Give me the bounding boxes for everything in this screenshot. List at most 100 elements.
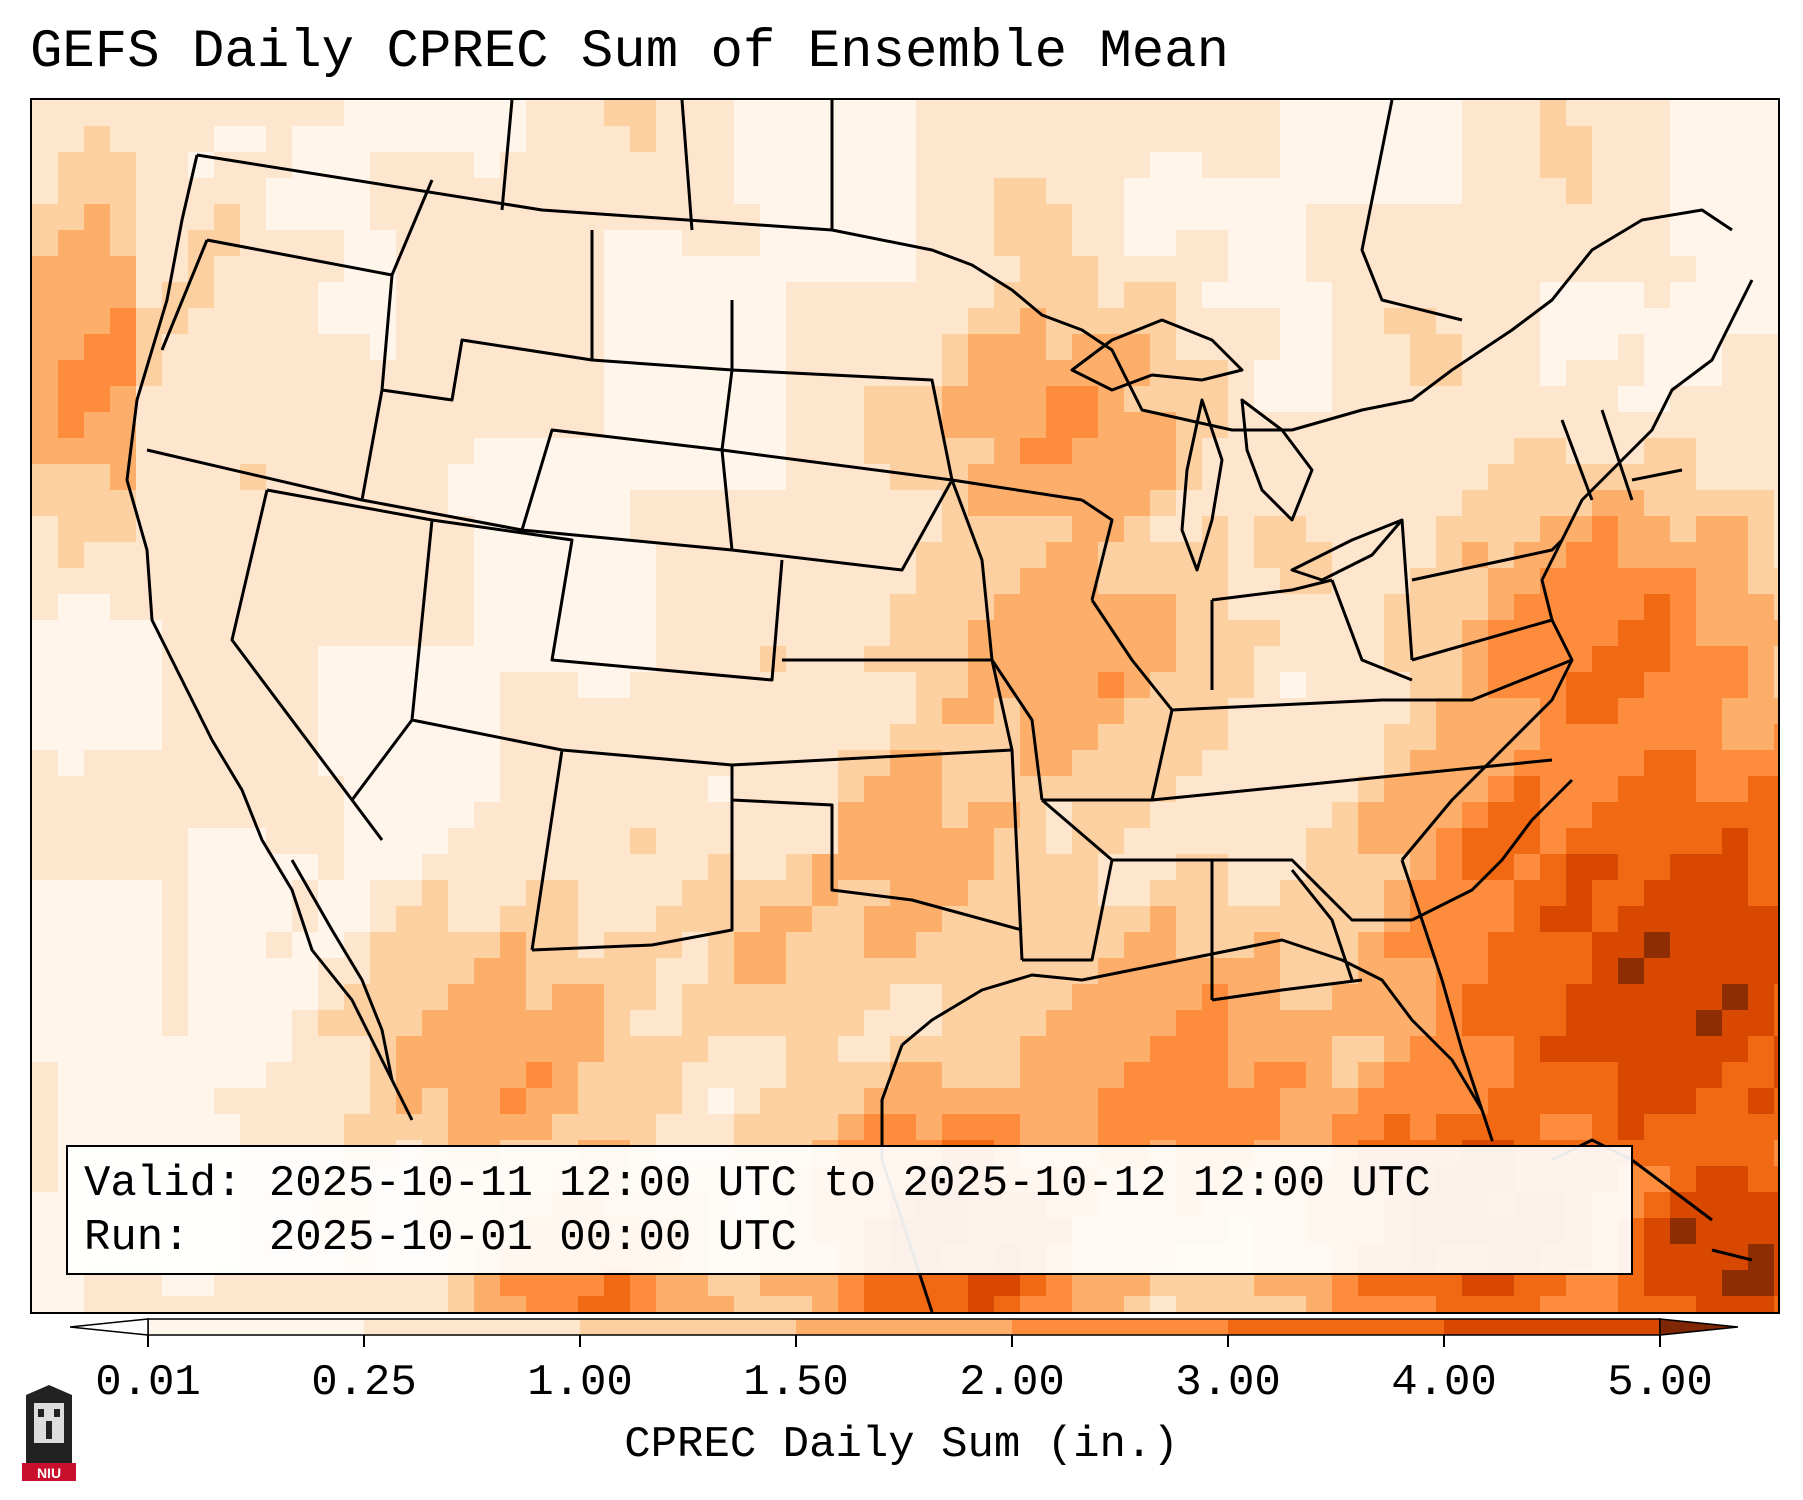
field-cell <box>136 1036 163 1063</box>
field-cell <box>812 568 839 595</box>
field-cell <box>1618 1114 1645 1141</box>
field-cell <box>1280 672 1307 699</box>
field-cell <box>1722 490 1749 517</box>
field-cell <box>448 802 475 829</box>
field-cell <box>630 854 657 881</box>
field-cell <box>1618 542 1645 569</box>
field-cell <box>1644 594 1671 621</box>
field-cell <box>1722 724 1749 751</box>
field-cell <box>864 698 891 725</box>
field-cell <box>1176 1062 1203 1089</box>
field-cell <box>110 542 137 569</box>
field-cell <box>682 386 709 413</box>
field-cell <box>578 594 605 621</box>
field-cell <box>162 360 189 387</box>
field-cell <box>812 1296 839 1312</box>
field-cell <box>1566 308 1593 335</box>
field-cell <box>58 620 85 647</box>
state-lines <box>146 179 1683 1002</box>
field-cell <box>604 568 631 595</box>
field-cell <box>656 542 683 569</box>
us-canada-border <box>196 153 1733 432</box>
field-cell <box>968 1114 995 1141</box>
field-cell <box>734 1114 761 1141</box>
field-cell <box>1644 1140 1671 1167</box>
field-cell <box>1540 230 1567 257</box>
field-cell <box>1202 958 1229 985</box>
field-cell <box>1150 386 1177 413</box>
field-cell <box>994 542 1021 569</box>
field-cell <box>682 282 709 309</box>
field-cell <box>1540 204 1567 231</box>
field-cell <box>1722 386 1749 413</box>
field-cell <box>1540 1088 1567 1115</box>
field-cell <box>1670 854 1697 881</box>
field-cell <box>1540 854 1567 881</box>
field-cell <box>1488 516 1515 543</box>
field-cell <box>110 516 137 543</box>
field-cell <box>58 490 85 517</box>
field-cell <box>968 1296 995 1312</box>
field-cell <box>1176 620 1203 647</box>
field-cell <box>1124 256 1151 283</box>
field-cell <box>240 308 267 335</box>
field-cell <box>656 152 683 179</box>
field-cell <box>1020 1296 1047 1312</box>
field-cell <box>1618 672 1645 699</box>
field-cell <box>812 1010 839 1037</box>
field-cell <box>1488 100 1515 127</box>
field-cell <box>630 334 657 361</box>
field-cell <box>1774 672 1778 699</box>
field-cell <box>448 1114 475 1141</box>
field-cell <box>578 360 605 387</box>
field-cell <box>1150 542 1177 569</box>
field-cell <box>1436 126 1463 153</box>
field-cell <box>1774 386 1778 413</box>
field-cell <box>84 412 111 439</box>
field-cell <box>344 672 371 699</box>
field-cell <box>1592 1296 1619 1312</box>
field-cell <box>422 282 449 309</box>
field-cell <box>214 698 241 725</box>
field-cell <box>942 932 969 959</box>
field-cell <box>1722 1114 1749 1141</box>
field-cell <box>214 334 241 361</box>
field-cell <box>864 984 891 1011</box>
field-cell <box>1644 672 1671 699</box>
field-cell <box>1202 906 1229 933</box>
field-cell <box>58 568 85 595</box>
field-cell <box>1618 698 1645 725</box>
field-cell <box>1150 568 1177 595</box>
field-cell <box>1722 1166 1749 1193</box>
field-cell <box>1670 490 1697 517</box>
field-cell <box>1592 1010 1619 1037</box>
field-cell <box>500 906 527 933</box>
field-cell <box>968 698 995 725</box>
field-cell <box>1618 178 1645 205</box>
field-cell <box>864 1010 891 1037</box>
field-cell <box>1228 724 1255 751</box>
field-cell <box>1592 672 1619 699</box>
field-cell <box>1488 464 1515 491</box>
field-cell <box>812 542 839 569</box>
field-cell <box>32 750 59 777</box>
field-cell <box>708 958 735 985</box>
field-cell <box>1540 594 1567 621</box>
field-cell <box>84 698 111 725</box>
field-cell <box>396 1296 423 1312</box>
field-cell <box>1358 854 1385 881</box>
field-cell <box>656 932 683 959</box>
field-cell <box>1046 152 1073 179</box>
field-cell <box>240 1296 267 1312</box>
field-cell <box>1748 100 1775 127</box>
field-cell <box>1748 646 1775 673</box>
field-cell <box>1592 568 1619 595</box>
field-cell <box>1410 672 1437 699</box>
field-cell <box>604 1114 631 1141</box>
field-cell <box>838 152 865 179</box>
field-cell <box>370 776 397 803</box>
field-cell <box>1436 230 1463 257</box>
field-cell <box>422 906 449 933</box>
field-cell <box>734 1036 761 1063</box>
field-cell <box>1592 490 1619 517</box>
